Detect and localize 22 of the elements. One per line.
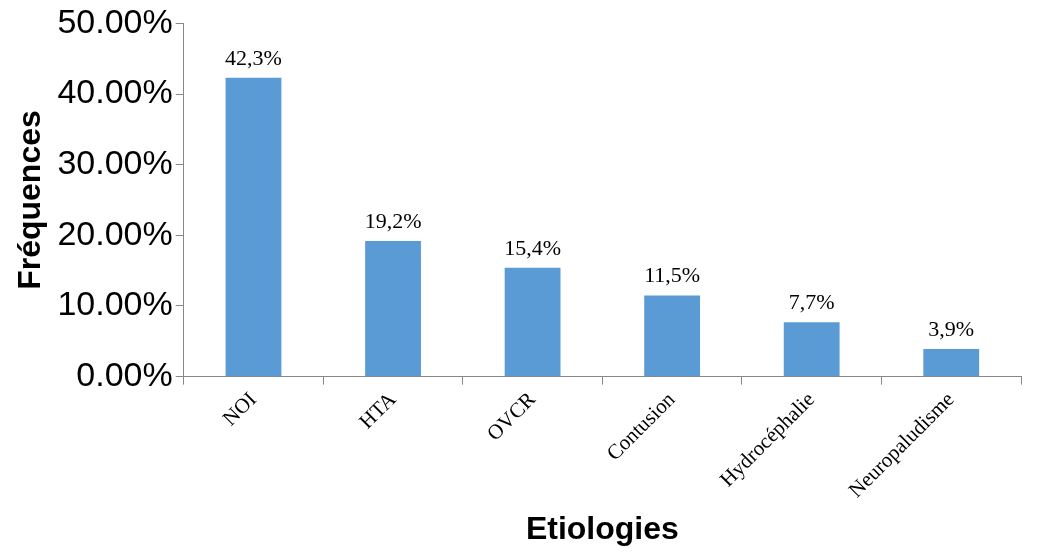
data-label: 3,9% bbox=[928, 315, 975, 341]
data-label: 42,3% bbox=[225, 44, 282, 70]
bar bbox=[923, 349, 980, 377]
y-axis-title: Fréquences bbox=[11, 110, 48, 290]
y-tick-label: 10.00% bbox=[57, 284, 173, 323]
data-label: 11,5% bbox=[644, 262, 701, 288]
x-tick-label: NOI bbox=[217, 387, 261, 431]
y-tick-label: 50.00% bbox=[57, 1, 173, 40]
y-tick-label: 20.00% bbox=[57, 213, 173, 252]
x-tick-label: HTA bbox=[354, 386, 402, 434]
x-axis-title: Etiologies bbox=[525, 509, 679, 546]
data-label: 15,4% bbox=[504, 234, 561, 260]
bar bbox=[504, 267, 561, 377]
y-tick-label: 0.00% bbox=[76, 355, 173, 394]
y-tick-label: 40.00% bbox=[57, 72, 173, 111]
bar bbox=[225, 77, 282, 377]
data-label: 7,7% bbox=[788, 289, 835, 315]
bar bbox=[783, 322, 840, 377]
data-label: 19,2% bbox=[364, 207, 422, 233]
y-tick-label: 30.00% bbox=[57, 143, 173, 182]
bar bbox=[365, 240, 421, 377]
bar bbox=[644, 295, 701, 377]
